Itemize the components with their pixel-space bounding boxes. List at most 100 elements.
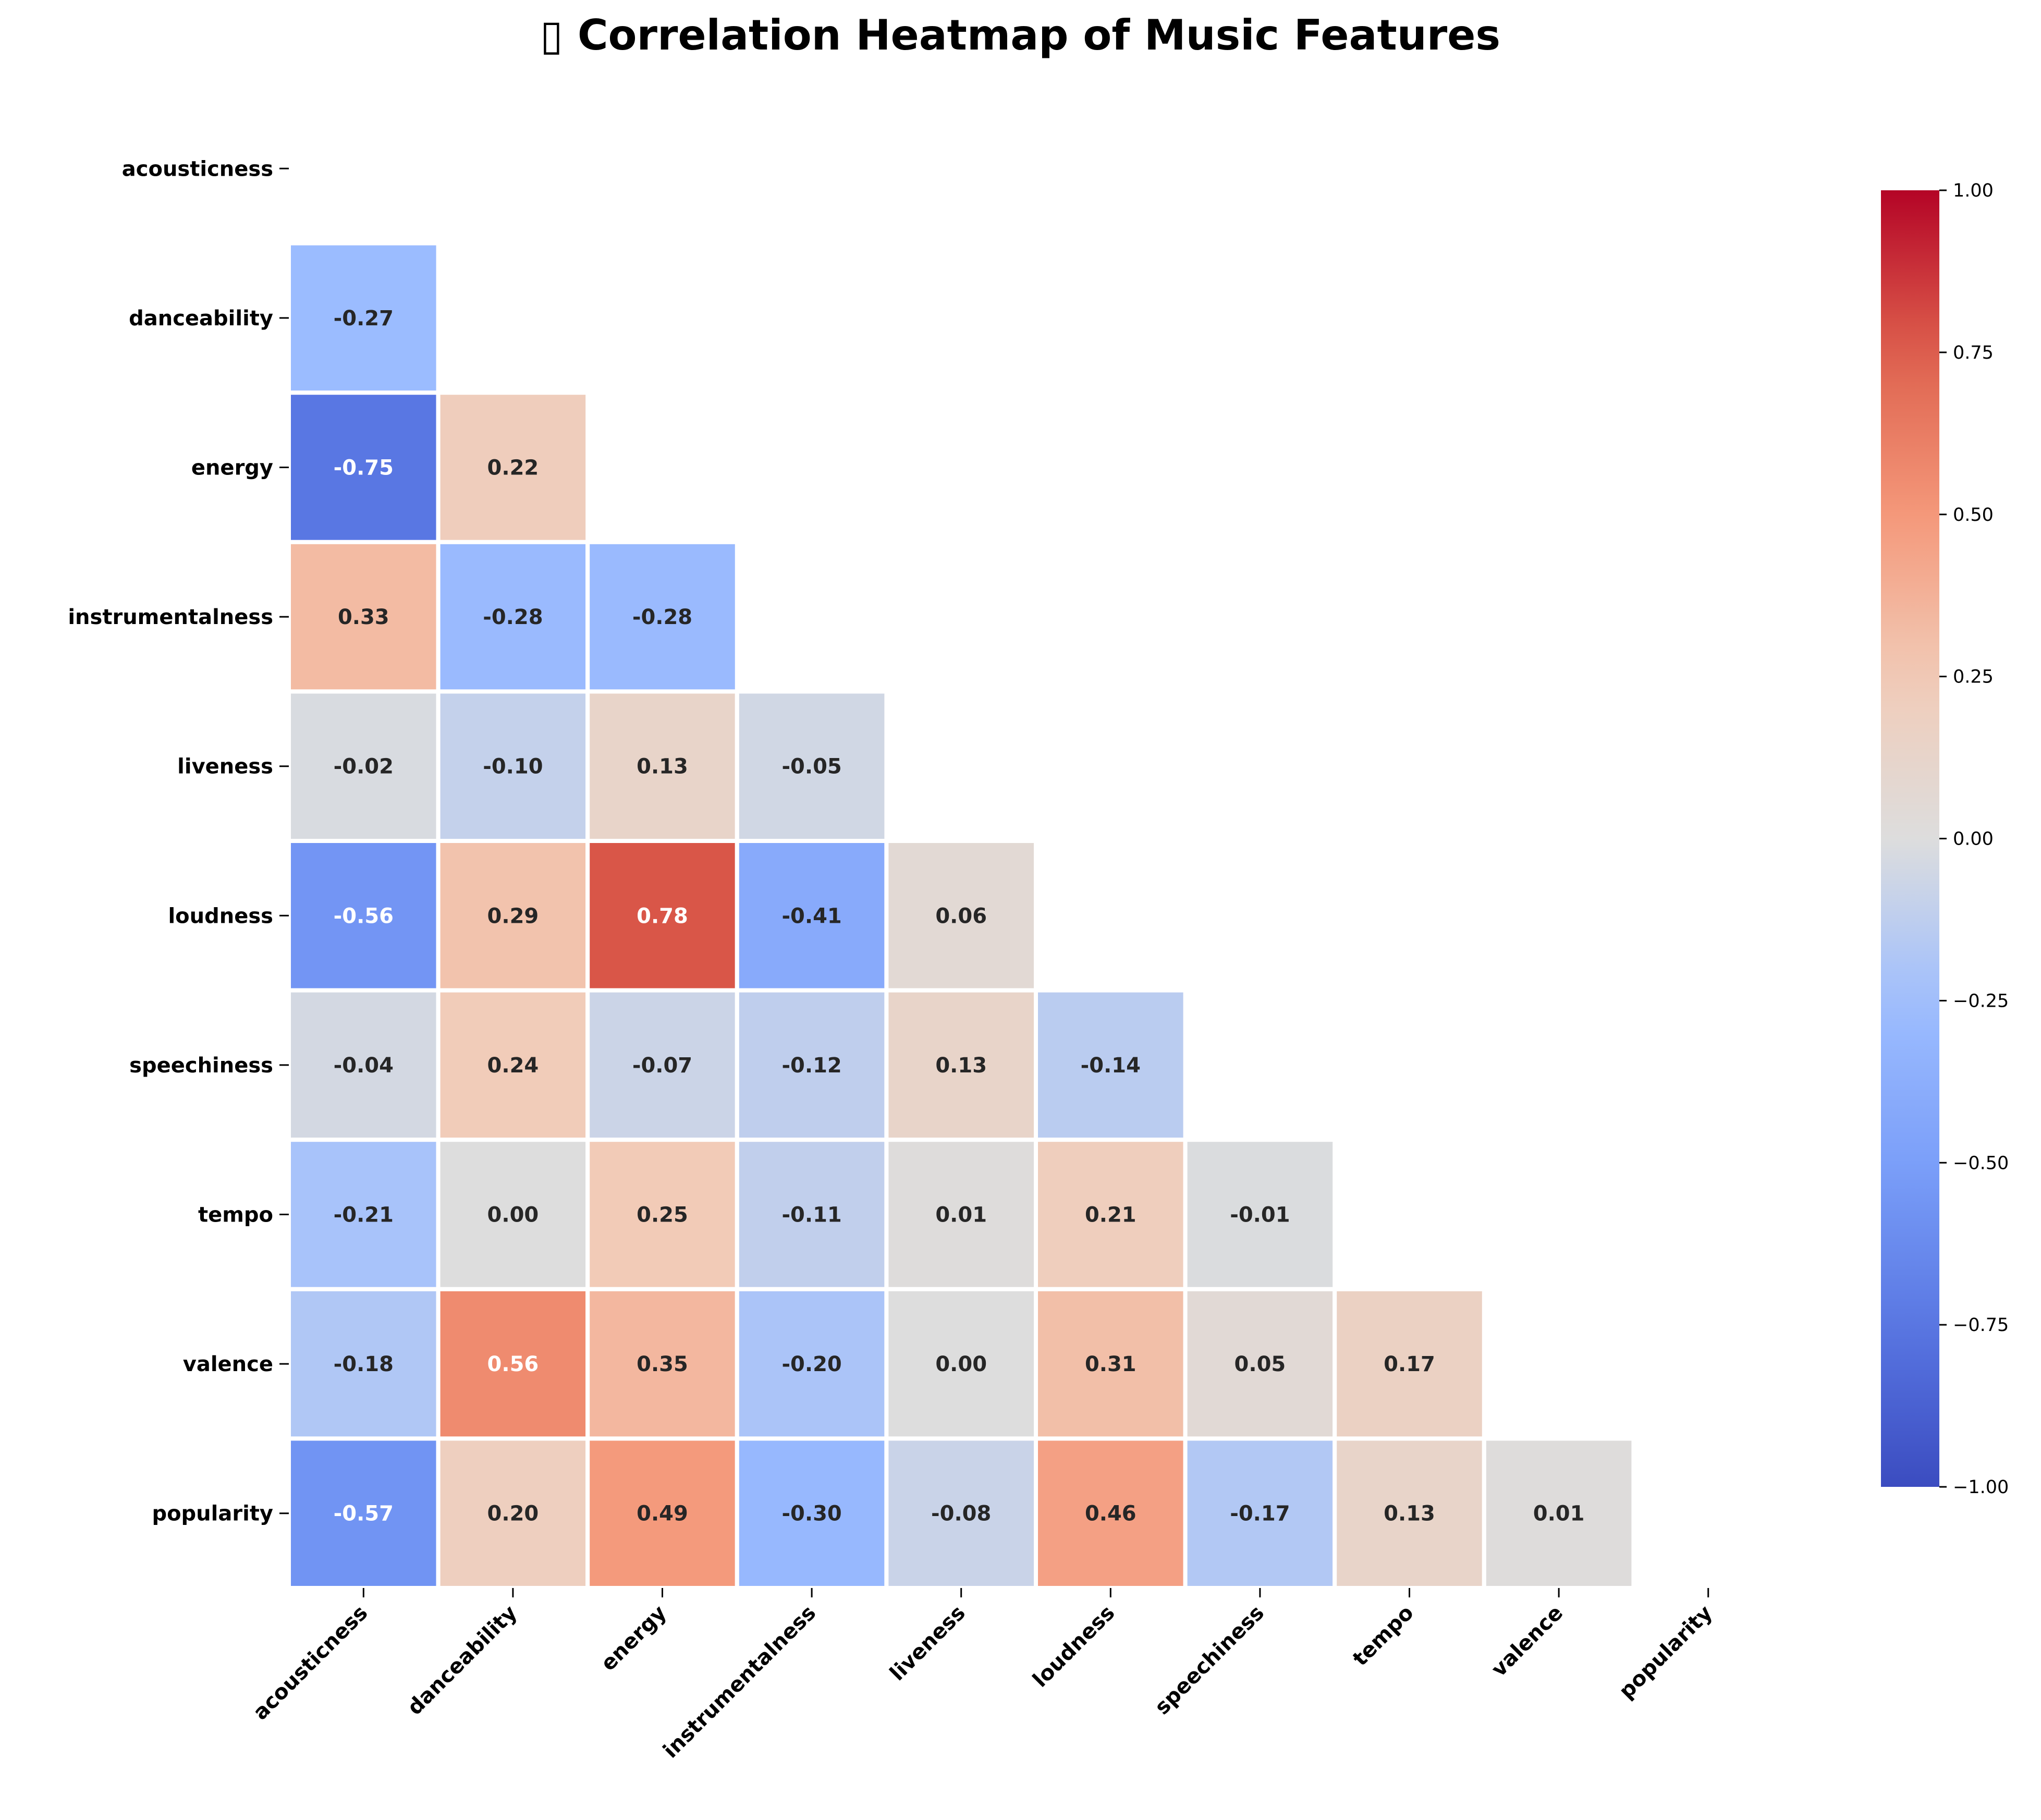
heatmap-cell-tempo-acousticness: [287, 1138, 441, 1291]
y-tick-label-acousticness: acousticness: [122, 157, 273, 181]
cell-annotation: -0.30: [781, 1502, 841, 1526]
cell-annotation: 0.01: [935, 1203, 987, 1227]
x-tick-label-energy: energy: [596, 1601, 671, 1676]
x-tick-label-danceability: danceability: [403, 1601, 522, 1720]
heatmap-cell-valence-tempo: [1333, 1287, 1486, 1441]
x-tick-label-liveness: liveness: [885, 1601, 970, 1686]
cell-annotation: -0.28: [483, 605, 543, 629]
y-axis-labels: acousticness danceability energy instrument…: [68, 157, 289, 1526]
cell-annotation: -0.11: [781, 1203, 841, 1227]
cell-annotation: 0.33: [338, 605, 389, 629]
heatmap-cell-instrumentalness-energy: [585, 540, 739, 694]
colorbar-tick-label: −0.75: [1953, 1315, 2009, 1336]
cell-annotation: 0.31: [1085, 1352, 1136, 1376]
heatmap-cell-speechiness-danceability: [436, 988, 590, 1142]
heatmap-cell-tempo-loudness: [1034, 1138, 1188, 1291]
heatmap-cell-tempo-danceability: [436, 1138, 590, 1291]
cell-annotation: 0.46: [1085, 1502, 1136, 1526]
cell-annotation: -0.14: [1081, 1054, 1141, 1078]
cell-annotation: 0.01: [1533, 1502, 1585, 1526]
chart-title: ▯ Correlation Heatmap of Music Features: [540, 11, 1500, 59]
cell-annotation: -0.12: [781, 1054, 841, 1078]
cell-annotation: 0.56: [487, 1352, 539, 1376]
cell-annotation: 0.20: [487, 1502, 539, 1526]
cell-annotation: 0.25: [637, 1203, 688, 1227]
cell-annotation: 0.17: [1384, 1352, 1435, 1376]
y-tick-label-speechiness: speechiness: [129, 1054, 273, 1078]
cell-annotation: -0.75: [334, 456, 394, 480]
heatmap-cell-popularity-valence: [1482, 1436, 1636, 1590]
cell-annotation: 0.06: [935, 904, 987, 928]
heatmap-cell-popularity-acousticness: [287, 1436, 441, 1590]
cell-annotation: -0.07: [632, 1054, 692, 1078]
cell-annotation: -0.20: [781, 1352, 841, 1376]
y-tick-label-liveness: liveness: [177, 755, 273, 779]
colorbar-tick-label: 1.00: [1953, 180, 1994, 201]
cell-annotation: 0.00: [935, 1352, 987, 1376]
cell-annotation: 0.78: [637, 904, 688, 928]
cell-annotation: -0.01: [1230, 1203, 1290, 1227]
heatmap-cell-speechiness-loudness: [1034, 988, 1188, 1142]
heatmap-cell-speechiness-liveness: [884, 988, 1038, 1142]
heatmap-cell-loudness-instrumentalness: [735, 839, 889, 993]
y-tick-label-valence: valence: [183, 1352, 273, 1376]
y-tick-label-popularity: popularity: [152, 1502, 273, 1526]
cell-annotation: -0.17: [1230, 1502, 1290, 1526]
y-tick-label-tempo: tempo: [198, 1203, 273, 1227]
cell-annotation: 0.00: [487, 1203, 539, 1227]
x-axis-labels: acousticness danceability energyinstrument…: [249, 1588, 1717, 1763]
heatmap-cell-valence-energy: [585, 1287, 739, 1441]
colorbar-tick-label: −0.25: [1953, 991, 2009, 1011]
x-tick-label-valence: valence: [1487, 1601, 1568, 1682]
heatmap-cell-speechiness-instrumentalness: [735, 988, 889, 1142]
heatmap-cell-popularity-loudness: [1034, 1436, 1188, 1590]
cell-annotation: -0.02: [334, 755, 394, 779]
colorbar-gradient: [1881, 190, 1939, 1487]
x-tick-label-popularity: popularity: [1615, 1601, 1717, 1704]
cell-annotation: -0.10: [483, 755, 543, 779]
x-tick-label-tempo: tempo: [1348, 1601, 1418, 1671]
cell-annotation: -0.56: [334, 904, 394, 928]
heatmap-cell-valence-acousticness: [287, 1287, 441, 1441]
cell-annotation: -0.08: [931, 1502, 991, 1526]
y-tick-label-instrumentalness: instrumentalness: [68, 605, 273, 629]
heatmap-cell-liveness-danceability: [436, 689, 590, 844]
cell-annotation: -0.28: [632, 605, 692, 629]
x-tick-label-loudness: loudness: [1028, 1601, 1119, 1692]
y-tick-label-loudness: loudness: [168, 904, 273, 928]
colorbar-tick-label: 0.50: [1953, 505, 1994, 526]
heatmap-cells: -0.27 -0.75 0.22 0.33 -0.28 -0.28 -0.02 -0.10 0.…: [287, 241, 1636, 1590]
colorbar-tick-label: −0.50: [1953, 1153, 2009, 1174]
cell-annotation: 0.13: [1384, 1502, 1435, 1526]
heatmap-cell-speechiness-energy: [585, 988, 739, 1142]
cell-annotation: 0.29: [487, 904, 539, 928]
cell-annotation: 0.49: [637, 1502, 688, 1526]
cell-annotation: -0.27: [334, 307, 394, 331]
colorbar-tick-label: 0.75: [1953, 343, 1994, 363]
cell-annotation: -0.21: [334, 1203, 394, 1227]
cell-annotation: -0.04: [334, 1054, 394, 1078]
cell-annotation: 0.13: [935, 1054, 987, 1078]
heatmap-cell-loudness-danceability: [436, 839, 590, 993]
x-tick-label-acousticness: acousticness: [249, 1601, 373, 1725]
heatmap-cell-tempo-speechiness: [1183, 1138, 1337, 1291]
cell-annotation: 0.05: [1235, 1352, 1286, 1376]
colorbar-tick-label: −1.00: [1953, 1477, 2009, 1498]
cell-annotation: -0.05: [781, 755, 841, 779]
cell-annotation: -0.18: [334, 1352, 394, 1376]
x-tick-label-speechiness: speechiness: [1150, 1601, 1269, 1720]
cell-annotation: 0.22: [487, 456, 539, 480]
heatmap-cell-energy-acousticness: [287, 390, 441, 544]
cell-annotation: -0.41: [781, 904, 841, 928]
cell-annotation: 0.24: [487, 1054, 539, 1078]
heatmap-cell-liveness-instrumentalness: [735, 689, 889, 844]
colorbar-tick-label: 0.00: [1953, 829, 1994, 850]
y-tick-label-danceability: danceability: [129, 307, 273, 331]
y-tick-label-energy: energy: [191, 456, 273, 480]
cell-annotation: 0.21: [1085, 1203, 1136, 1227]
cell-annotation: 0.35: [637, 1352, 688, 1376]
cell-annotation: -0.57: [334, 1502, 394, 1526]
colorbar-tick-label: 0.25: [1953, 667, 1994, 688]
cell-annotation: 0.13: [637, 755, 688, 779]
